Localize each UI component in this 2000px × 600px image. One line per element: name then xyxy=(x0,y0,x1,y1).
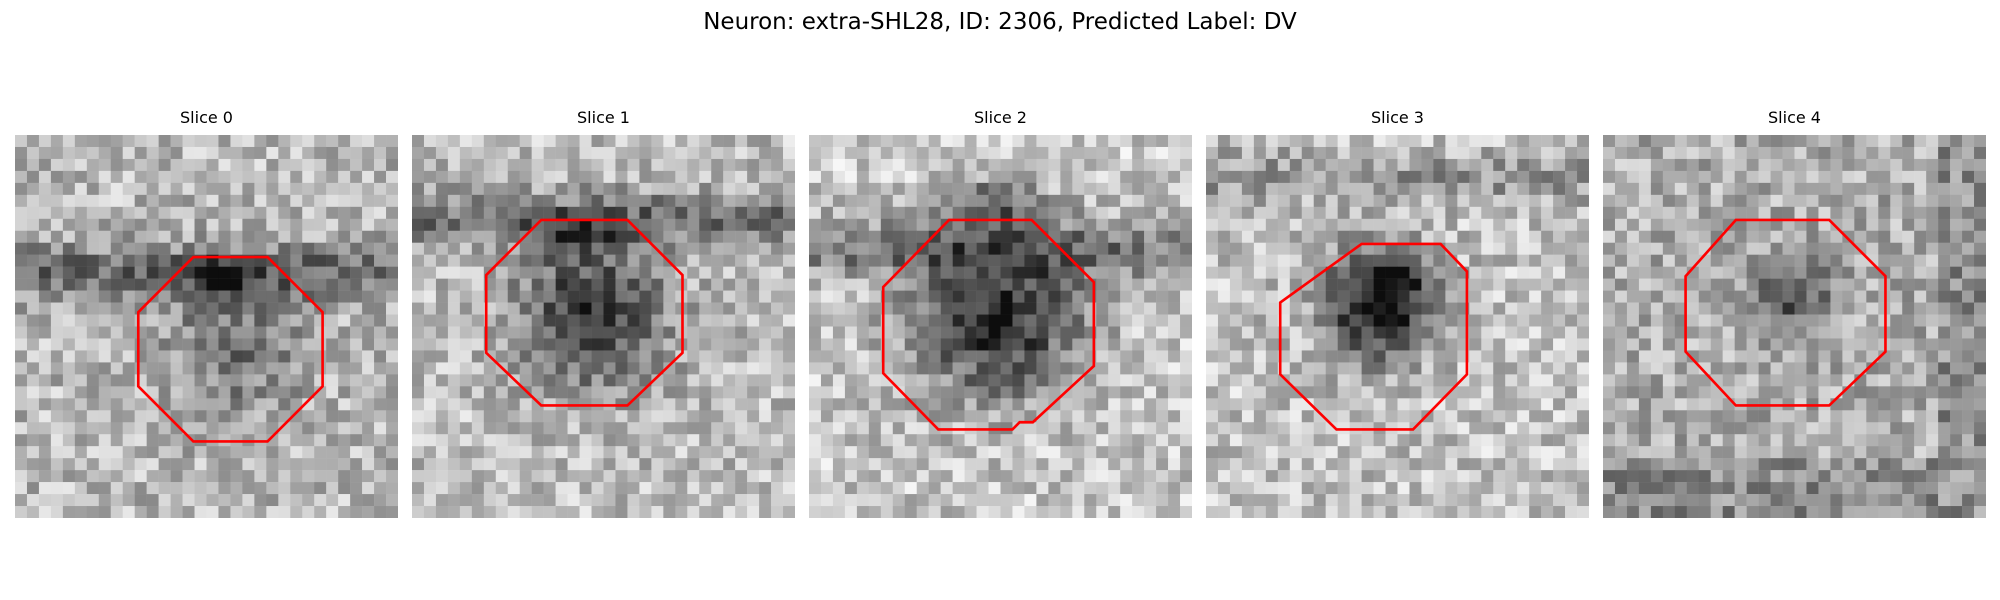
figure-title: Neuron: extra-SHL28, ID: 2306, Predicted… xyxy=(703,9,1297,35)
slice-panel-2: Slice 2 xyxy=(809,108,1192,518)
slice-image xyxy=(15,135,398,518)
slice-title: Slice 1 xyxy=(577,108,630,127)
slice-title: Slice 2 xyxy=(974,108,1027,127)
slice-image xyxy=(809,135,1192,518)
grayscale-pixels xyxy=(809,135,1192,518)
slice-panel-1: Slice 1 xyxy=(412,108,795,518)
grayscale-pixels xyxy=(1603,135,1986,518)
slice-image xyxy=(1206,135,1589,518)
slice-panel-3: Slice 3 xyxy=(1206,108,1589,518)
slice-title: Slice 0 xyxy=(180,108,233,127)
roi-octagon xyxy=(484,218,684,407)
slice-panel-0: Slice 0 xyxy=(15,108,398,518)
grayscale-pixels xyxy=(412,135,795,518)
slice-panel-4: Slice 4 xyxy=(1603,108,1986,518)
roi-octagon xyxy=(1684,218,1887,407)
roi-octagon xyxy=(881,218,1096,431)
roi-octagon xyxy=(136,255,324,443)
slice-title: Slice 3 xyxy=(1371,108,1424,127)
slice-image xyxy=(412,135,795,518)
roi-octagon xyxy=(1278,242,1469,431)
slice-image xyxy=(1603,135,1986,518)
grayscale-pixels xyxy=(15,135,398,518)
grayscale-pixels xyxy=(1206,135,1589,518)
slice-title: Slice 4 xyxy=(1768,108,1821,127)
